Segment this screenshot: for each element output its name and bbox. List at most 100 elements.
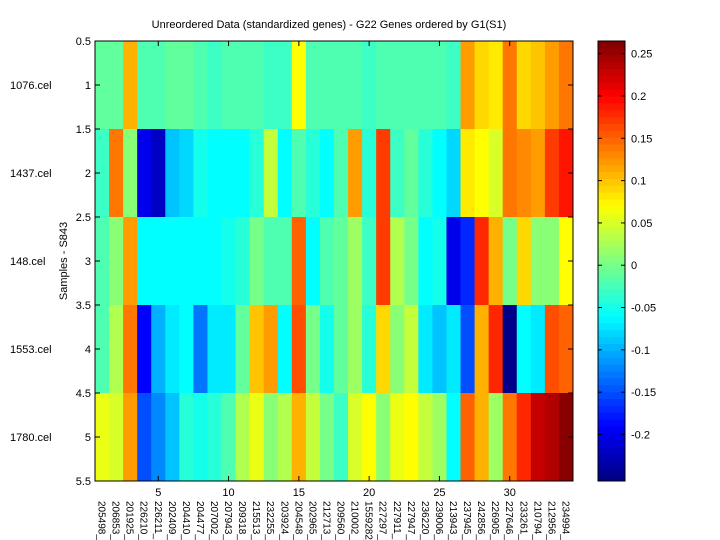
heatmap-cell (544, 217, 560, 306)
heatmap-cell (221, 41, 236, 130)
colorbar-swatch (598, 47, 625, 56)
x-tick-label: 15 (293, 487, 305, 499)
gene-label: 209560_ (335, 501, 346, 540)
heatmap-cell (305, 305, 321, 394)
y-tick-label: 4 (85, 344, 91, 356)
colorbar-swatch (598, 384, 625, 393)
heatmap-cell (249, 393, 265, 482)
colorbar-swatch (598, 288, 625, 296)
colorbar-swatch (598, 199, 625, 207)
heatmap-cell (432, 305, 447, 394)
heatmap-cell (362, 41, 377, 130)
heatmap-cell (235, 129, 251, 218)
colorbar-swatch (598, 185, 625, 193)
heatmap-cell (193, 129, 208, 218)
heatmap-cell (319, 305, 335, 394)
heatmap-cell (362, 393, 377, 482)
colorbar-swatch (598, 164, 625, 173)
heatmap-cell (334, 129, 349, 218)
heatmap-cell (404, 393, 419, 482)
heatmap-cell (404, 305, 419, 394)
x-tick-label: 5 (155, 487, 161, 499)
sample-label: 1553.cel (10, 344, 52, 356)
gene-label: 206853_ (110, 501, 121, 540)
colorbar-tick-label: -0.15 (631, 387, 656, 399)
colorbar-swatch (598, 467, 625, 475)
heatmap-cell (558, 305, 574, 394)
chart-title: Unreordered Data (standardized genes) - … (152, 19, 507, 31)
heatmap-cell (207, 305, 222, 394)
gene-label: 236220_ (419, 501, 430, 540)
heatmap-cell (418, 305, 433, 394)
heatmap-cell (165, 217, 180, 306)
heatmap-cell (474, 217, 490, 306)
heatmap-cell (446, 41, 461, 130)
gene-label: 204477_ (194, 501, 205, 540)
colorbar-swatch (598, 61, 625, 69)
heatmap-cell (305, 217, 321, 306)
heatmap-cell (137, 129, 152, 218)
heatmap-cell (263, 217, 279, 306)
heatmap-cell (221, 129, 236, 218)
heatmap-cell (390, 305, 405, 394)
colorbar-swatch (598, 322, 625, 331)
heatmap-cell (235, 305, 251, 394)
gene-label: 204410_ (180, 501, 191, 540)
sample-label: 148.cel (10, 256, 45, 268)
heatmap-cell (193, 217, 208, 306)
colorbar-swatch (598, 412, 625, 420)
heatmap-cell (123, 393, 138, 482)
gene-label: 239006_ (433, 501, 444, 540)
gene-label: 202409_ (166, 501, 177, 540)
heatmap-cell (123, 41, 138, 130)
heatmap-cell (474, 129, 490, 218)
heatmap-cell (277, 41, 293, 130)
colorbar-swatch (598, 247, 625, 255)
gene-label: 201925_ (124, 501, 135, 540)
gene-label: 210002_ (349, 501, 360, 540)
colorbar-swatch (598, 316, 625, 324)
y-tick-label: 3 (85, 256, 91, 268)
colorbar-swatch (598, 82, 625, 90)
heatmap-cell (319, 393, 335, 482)
heatmap-cell (109, 129, 124, 218)
gene-label: 215513_ (250, 501, 261, 540)
colorbar-tick-label: 0.2 (631, 91, 646, 103)
colorbar-swatch (598, 329, 625, 338)
colorbar-swatch (598, 109, 625, 118)
colorbar-swatch (598, 309, 625, 317)
colorbar-swatch (598, 157, 625, 166)
heatmap-cell (516, 305, 532, 394)
heatmap-cell (235, 393, 251, 482)
heatmap-cell (558, 41, 574, 130)
y-tick-label: 3.5 (76, 300, 91, 312)
heatmap-cell (460, 41, 475, 130)
heatmap-cell (502, 41, 518, 130)
gene-label: 207943_ (222, 501, 233, 540)
colorbar-swatch (598, 446, 625, 454)
heatmap-cell (362, 129, 377, 218)
heatmap-cell (235, 41, 251, 130)
heatmap-cell (558, 217, 574, 306)
gene-label: 232255_ (264, 501, 275, 540)
heatmap-cell (319, 217, 335, 306)
colorbar-swatch (598, 219, 625, 228)
heatmap-cell (558, 393, 574, 482)
gene-label: 234994_ (559, 501, 570, 540)
heatmap-cell (221, 305, 236, 394)
colorbar-swatch (598, 41, 625, 49)
heatmap-cell (390, 393, 405, 482)
colorbar-swatch (598, 68, 625, 76)
heatmap-cell (291, 129, 307, 218)
heatmap-cell (123, 217, 138, 306)
gene-label: 226211_ (152, 501, 163, 540)
gene-label: 210794_ (531, 501, 542, 540)
heatmap-cell (516, 41, 532, 130)
heatmap-cell (263, 305, 279, 394)
gene-label: 213943_ (447, 501, 458, 540)
gene-label: 209318_ (236, 501, 247, 540)
x-axis-ticks: 5 10 15 20 25 30 (155, 41, 516, 499)
heatmap-cell (277, 129, 293, 218)
colorbar-swatch (598, 453, 625, 461)
colorbar-tick-label: 0.25 (631, 49, 652, 61)
